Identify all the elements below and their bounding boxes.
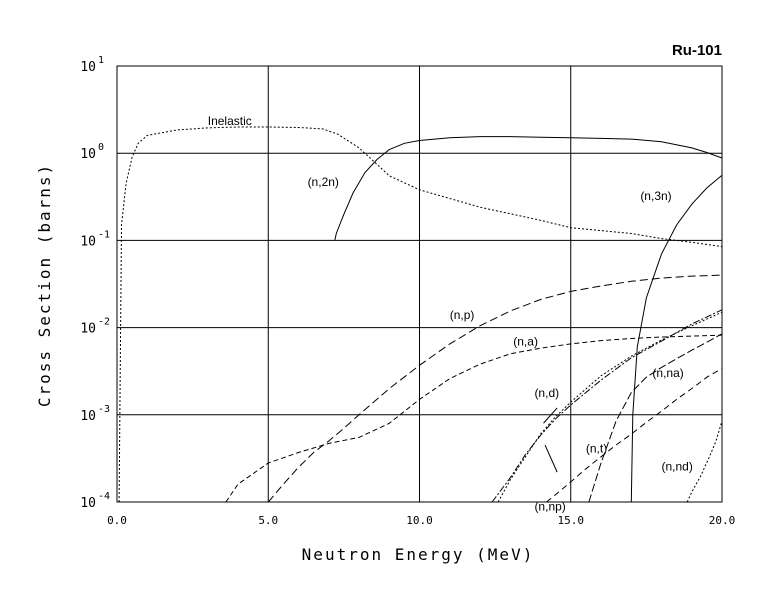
series-annotation: (n,na) xyxy=(652,366,683,380)
series-annotations: Inelastic (n,2n) (n,3n) (n,p) (n,a) (n,d) (n,n… xyxy=(208,114,693,513)
series-line-n-np xyxy=(491,309,723,503)
series-line-n-t xyxy=(546,368,723,503)
y-tick-exponent: -3 xyxy=(98,404,110,415)
series-group xyxy=(118,126,723,503)
series-annotation: (n,a) xyxy=(513,335,538,349)
y-tick-label: 10 -4 xyxy=(80,491,110,511)
y-tick-exponent: 1 xyxy=(98,55,104,66)
x-tick-label: 0.0 xyxy=(107,514,127,527)
y-tick-label: 10 -2 xyxy=(80,317,110,337)
y-tick-base: 10 xyxy=(80,409,96,424)
y-axis-label: Cross Section (barns) xyxy=(35,163,54,407)
annotation-leaders xyxy=(543,407,558,473)
series-annotation: (n,2n) xyxy=(308,175,339,189)
y-tick-exponent: -1 xyxy=(98,229,110,240)
x-tick-label: 5.0 xyxy=(258,514,278,527)
series-annotation: (n,t) xyxy=(586,441,607,455)
series-annotation: (n,3n) xyxy=(640,189,671,203)
y-tick-base: 10 xyxy=(80,496,96,511)
series-line-inelastic xyxy=(118,126,723,503)
series-annotation: (n,d) xyxy=(534,386,559,400)
y-tick-label: 10 1 xyxy=(80,55,104,75)
series-line-n-na xyxy=(588,333,723,503)
leader-line xyxy=(543,407,558,424)
y-tick-base: 10 xyxy=(80,60,96,75)
series-line-n-nd xyxy=(686,420,723,503)
y-tick-exponent: -4 xyxy=(98,491,110,502)
y-tick-base: 10 xyxy=(80,322,96,337)
y-tick-base: 10 xyxy=(80,234,96,249)
y-tick-label: 10 0 xyxy=(80,142,104,162)
x-tick-label: 20.0 xyxy=(709,514,736,527)
series-annotation: Inelastic xyxy=(208,114,252,128)
series-annotation: (n,nd) xyxy=(662,459,693,473)
chart-title: Ru-101 xyxy=(672,42,722,59)
y-tick-label: 10 -3 xyxy=(80,404,110,424)
leader-line xyxy=(544,444,558,473)
y-tick-label: 10 -1 xyxy=(80,229,110,249)
x-axis-label: Neutron Energy (MeV) xyxy=(302,545,535,564)
x-tick-label: 10.0 xyxy=(406,514,433,527)
y-tick-exponent: 0 xyxy=(98,142,104,153)
series-annotation: (n,np) xyxy=(534,499,565,513)
series-line-n-3n xyxy=(630,174,723,503)
grid-lines xyxy=(117,66,722,502)
x-tick-labels: 0.0 5.0 10.0 15.0 20.0 xyxy=(107,514,735,527)
series-line-n-2n xyxy=(334,136,723,241)
y-tick-exponent: -2 xyxy=(98,317,110,328)
series-annotation: (n,p) xyxy=(450,308,475,322)
x-tick-label: 15.0 xyxy=(558,514,585,527)
plot-frame xyxy=(116,65,723,503)
series-line-n-a xyxy=(225,334,723,503)
series-line-n-p xyxy=(267,274,723,503)
y-tick-base: 10 xyxy=(80,147,96,162)
